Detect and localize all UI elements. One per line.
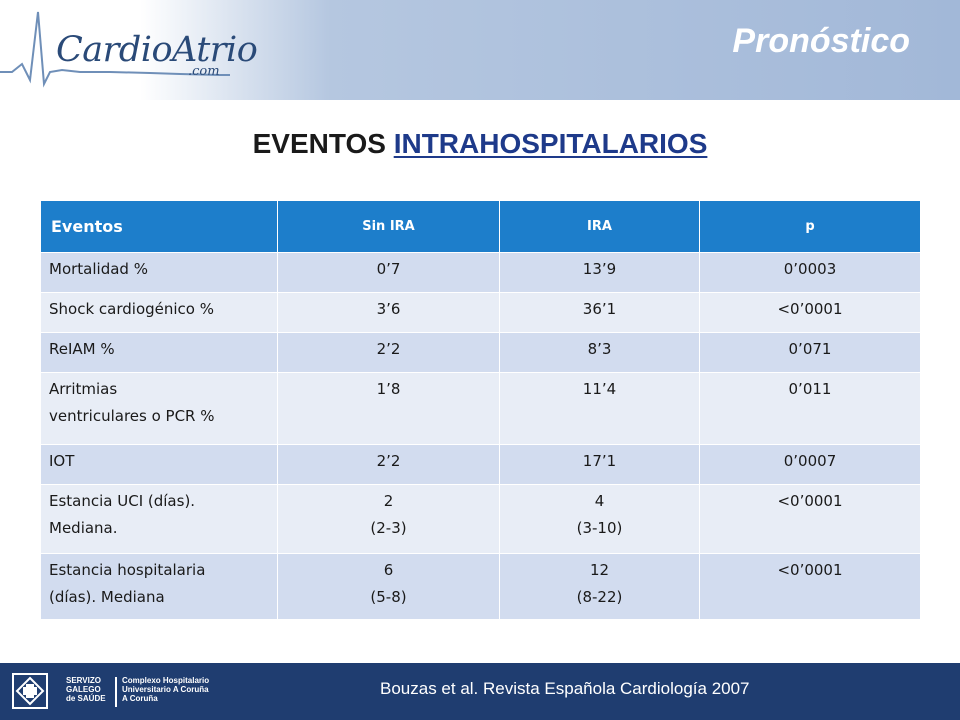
cell-sin-ira-line: 2 — [383, 492, 394, 510]
hospital-name: Complexo Hospitalario Universitario A Co… — [122, 676, 210, 703]
table-header-row: Eventos Sin IRA IRA p — [40, 200, 921, 253]
cell-sin-ira-line: 2’2 — [376, 452, 401, 470]
column-header-eventos: Eventos — [40, 200, 278, 253]
table-body: Mortalidad % 0’7 13’9 0’0003 Shock cardiogén… — [40, 252, 921, 620]
table-row: Mortalidad % 0’7 13’9 0’0003 — [40, 252, 921, 293]
cell-ira: 36’1 — [499, 292, 700, 333]
events-table: Eventos Sin IRA IRA p Mortalidad % 0’7 13’… — [40, 200, 921, 620]
cell-sin-ira: 2 (2-3) — [277, 484, 500, 554]
row-label: Estancia hospitalaria (días). Mediana — [40, 553, 278, 620]
cell-sin-ira-line: 3’6 — [376, 300, 401, 318]
cell-sin-ira-line: (2-3) — [370, 519, 407, 537]
table-row: Estancia hospitalaria (días). Mediana 6 (5-… — [40, 553, 921, 620]
table-row: Estancia UCI (días). Mediana. 2 (2-3) 4 (3-10… — [40, 484, 921, 554]
row-label: Arritmias ventriculares o PCR % — [40, 372, 278, 445]
cell-sin-ira: 0’7 — [277, 252, 500, 293]
sergas-name: SERVIZO GALEGO de SAÚDE — [66, 676, 106, 703]
cell-sin-ira: 2’2 — [277, 332, 500, 373]
cell-p: 0’071 — [699, 332, 921, 373]
cell-sin-ira-line: 0’7 — [376, 260, 401, 278]
table-row: ReIAM % 2’2 8’3 0’071 — [40, 332, 921, 373]
sergas-emblem-icon — [12, 673, 48, 709]
row-label-line: IOT — [49, 452, 75, 470]
cell-sin-ira-line: 2’2 — [376, 340, 401, 358]
row-label-line: Estancia hospitalaria — [49, 561, 206, 579]
logo-text: CardioAtrio — [56, 30, 258, 70]
citation: Bouzas et al. Revista Española Cardiolog… — [380, 679, 750, 698]
sergas-logo: SERVIZO GALEGO de SAÚDE Complexo Hospita… — [12, 671, 252, 713]
row-label: Estancia UCI (días). Mediana. — [40, 484, 278, 554]
cell-ira-line: (3-10) — [576, 519, 623, 537]
row-label: ReIAM % — [40, 332, 278, 373]
cell-ira: 17’1 — [499, 444, 700, 485]
row-label: IOT — [40, 444, 278, 485]
cell-sin-ira: 2’2 — [277, 444, 500, 485]
column-header-p: p — [699, 200, 921, 253]
footer-band: SERVIZO GALEGO de SAÚDE Complexo Hospita… — [0, 663, 960, 720]
cell-ira: 12 (8-22) — [499, 553, 700, 620]
row-label-line: (días). Mediana — [49, 588, 165, 606]
cell-p: 0’0003 — [699, 252, 921, 293]
row-label-line: ventriculares o PCR % — [49, 407, 215, 425]
cell-p: 0’011 — [699, 372, 921, 445]
row-label: Shock cardiogénico % — [40, 292, 278, 333]
cardioatrio-logo: CardioAtrio .com — [0, 0, 260, 100]
heading-prefix: EVENTOS — [252, 128, 394, 159]
cell-p: 0’0007 — [699, 444, 921, 485]
cell-ira-line: 11’4 — [582, 380, 617, 398]
cell-ira: 11’4 — [499, 372, 700, 445]
cell-sin-ira: 1’8 — [277, 372, 500, 445]
cell-ira: 8’3 — [499, 332, 700, 373]
cell-ira-line: 4 — [594, 492, 605, 510]
column-header-ira: IRA — [499, 200, 700, 253]
row-label-line: Shock cardiogénico % — [49, 300, 214, 318]
row-label-line: Mortalidad % — [49, 260, 148, 278]
row-label-line: Estancia UCI (días). — [49, 492, 196, 510]
row-label-line: Mediana. — [49, 519, 118, 537]
cell-sin-ira-line: 6 — [383, 561, 394, 579]
cell-ira-line: 13’9 — [582, 260, 617, 278]
row-label: Mortalidad % — [40, 252, 278, 293]
table-row: Shock cardiogénico % 3’6 36’1 <0’0001 — [40, 292, 921, 333]
cell-sin-ira-line: 1’8 — [376, 380, 401, 398]
column-header-sin-ira: Sin IRA — [277, 200, 500, 253]
logo-subtext: .com — [188, 64, 220, 79]
cell-ira-line: (8-22) — [576, 588, 623, 606]
cell-ira-line: 8’3 — [587, 340, 612, 358]
cell-sin-ira-line: (5-8) — [370, 588, 407, 606]
cell-sin-ira: 6 (5-8) — [277, 553, 500, 620]
row-label-line: Arritmias — [49, 380, 118, 398]
row-label-line: ReIAM % — [49, 340, 115, 358]
ecg-trace-icon — [0, 11, 230, 88]
cell-ira: 4 (3-10) — [499, 484, 700, 554]
cell-ira-line: 17’1 — [582, 452, 617, 470]
cell-p: <0’0001 — [699, 292, 921, 333]
cell-ira-line: 36’1 — [582, 300, 617, 318]
section-heading: EVENTOS INTRAHOSPITALARIOS — [0, 128, 960, 160]
cell-ira-line: 12 — [589, 561, 610, 579]
header-band — [0, 0, 960, 100]
cell-sin-ira: 3’6 — [277, 292, 500, 333]
table-row: Arritmias ventriculares o PCR % 1’8 11’4 0’0… — [40, 372, 921, 445]
heading-underlined-link[interactable]: INTRAHOSPITALARIOS — [393, 128, 708, 159]
table-row: IOT 2’2 17’1 0’0007 — [40, 444, 921, 485]
cell-p: <0’0001 — [699, 553, 921, 620]
cell-ira: 13’9 — [499, 252, 700, 293]
cell-p: <0’0001 — [699, 484, 921, 554]
slide-title: Pronóstico — [732, 22, 910, 60]
logo-divider — [115, 677, 117, 707]
